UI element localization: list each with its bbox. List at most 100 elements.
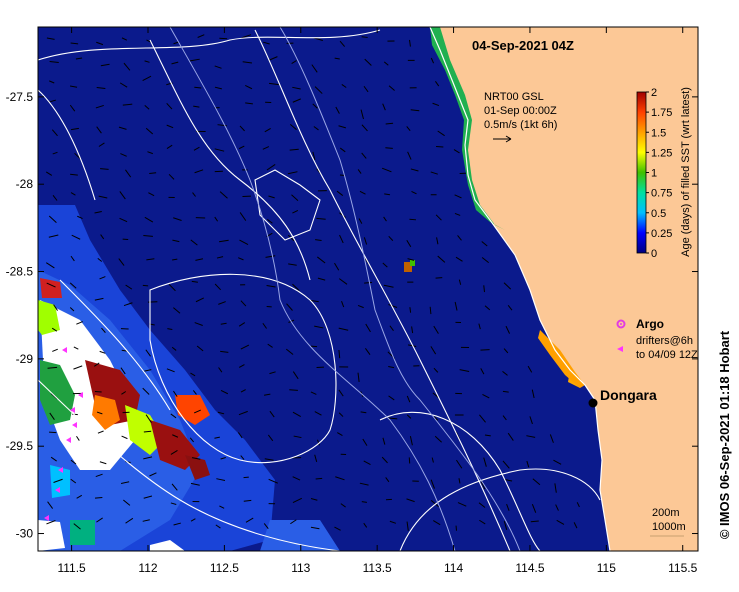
velocity-arrow xyxy=(220,457,226,460)
velocity-arrow xyxy=(190,518,196,522)
colorbar-tick-label: 2 xyxy=(651,87,657,99)
velocity-arrow xyxy=(214,86,222,90)
velocity-arrow xyxy=(214,283,222,291)
velocity-arrow xyxy=(94,211,102,214)
velocity-arrow xyxy=(502,460,510,469)
velocity-arrow xyxy=(263,393,271,396)
drifter-legend-line2: to 04/09 12Z xyxy=(636,349,698,361)
velocity-arrow xyxy=(96,411,103,415)
velocity-arrow xyxy=(478,502,486,508)
velocity-arrow xyxy=(171,346,177,351)
velocity-arrow xyxy=(120,481,130,484)
velocity-arrow xyxy=(388,304,398,308)
velocity-arrow xyxy=(264,458,274,461)
velocity-arrow xyxy=(507,304,513,311)
velocity-arrow xyxy=(73,523,81,530)
velocity-arrow xyxy=(429,306,432,315)
velocity-arrow xyxy=(94,362,100,367)
velocity-arrow xyxy=(120,367,126,375)
velocity-arrow xyxy=(46,282,56,288)
velocity-arrow xyxy=(53,304,58,311)
velocity-arrow xyxy=(406,414,412,419)
velocity-arrow xyxy=(529,416,533,425)
velocity-arrow xyxy=(383,216,387,222)
velocity-arrow xyxy=(385,147,393,149)
velocity-arrow xyxy=(189,58,200,62)
velocity-arrow xyxy=(340,503,346,508)
velocity-arrow xyxy=(69,104,76,112)
velocity-arrow xyxy=(363,522,368,528)
velocity-arrow xyxy=(430,479,435,489)
velocity-arrow xyxy=(292,411,301,418)
depth-legend-200m: 200m xyxy=(652,507,680,519)
coastline xyxy=(429,27,611,551)
velocity-arrow xyxy=(290,519,297,525)
colorbar-tick-label: 1 xyxy=(651,168,657,180)
velocity-arrow xyxy=(360,411,367,414)
velocity-arrow xyxy=(478,323,481,330)
velocity-arrow xyxy=(149,472,157,477)
velocity-arrow xyxy=(70,255,75,262)
velocity-arrow xyxy=(365,323,371,333)
velocity-arrow xyxy=(48,215,57,223)
velocity-arrow xyxy=(338,327,349,331)
velocity-arrow xyxy=(119,217,128,223)
velocity-arrow xyxy=(363,460,371,465)
velocity-arrow xyxy=(219,505,225,509)
velocity-arrow xyxy=(433,367,439,373)
colorbar-tick-label: 0.75 xyxy=(651,188,672,200)
velocity-arrow xyxy=(47,501,54,509)
velocity-arrow xyxy=(357,372,360,382)
velocity-arrow xyxy=(214,216,219,222)
velocity-arrow xyxy=(52,195,58,201)
velocity-arrow xyxy=(433,325,439,334)
velocity-arrow xyxy=(125,284,133,290)
velocity-arrow xyxy=(53,478,63,483)
velocity-arrow xyxy=(291,60,297,65)
velocity-arrow xyxy=(243,476,249,479)
velocity-arrow xyxy=(173,522,181,526)
velocity-arrow xyxy=(364,281,373,284)
velocity-arrow xyxy=(240,344,250,350)
velocity-arrow xyxy=(99,350,106,354)
velocity-arrow xyxy=(454,301,458,311)
velocity-arrow xyxy=(455,256,463,262)
velocity-arrow xyxy=(237,432,243,439)
velocity-arrow xyxy=(453,149,460,154)
velocity-arrow xyxy=(480,481,486,490)
velocity-arrow xyxy=(527,365,533,373)
velocity-arrow xyxy=(292,86,301,90)
velocity-arrow xyxy=(334,526,341,531)
velocity-arrow xyxy=(145,414,152,424)
velocity-arrow xyxy=(96,86,106,89)
velocity-arrow xyxy=(361,152,367,159)
velocity-arrow xyxy=(145,127,154,135)
velocity-arrow xyxy=(503,521,508,530)
velocity-arrow xyxy=(292,210,299,214)
velocity-arrow xyxy=(553,459,562,465)
velocity-arrow xyxy=(263,41,270,45)
velocity-arrow xyxy=(239,212,247,221)
velocity-arrow xyxy=(432,102,440,107)
velocity-arrow xyxy=(436,237,439,245)
velocity-arrow xyxy=(339,40,345,47)
lon-tick-label: 114.5 xyxy=(515,561,544,575)
velocity-arrow xyxy=(483,285,485,293)
velocity-arrow xyxy=(125,517,134,524)
velocity-arrow xyxy=(507,432,514,441)
argo-legend-label: Argo xyxy=(636,317,664,331)
drifter-tracks xyxy=(44,347,83,521)
velocity-arrow xyxy=(310,345,318,348)
velocity-arrow xyxy=(192,390,197,395)
velocity-arrow xyxy=(481,241,488,247)
velocity-arrow xyxy=(214,436,220,439)
velocity-arrow xyxy=(216,478,226,482)
velocity-arrow xyxy=(337,432,343,437)
velocity-arrow xyxy=(69,282,77,289)
colorbar-tick-label: 0.25 xyxy=(651,228,672,240)
velocity-arrow xyxy=(313,126,319,131)
velocity-arrow xyxy=(430,57,435,64)
velocity-arrow xyxy=(144,104,150,110)
velocity-arrow xyxy=(121,435,128,440)
velocity-arrow xyxy=(143,495,153,499)
